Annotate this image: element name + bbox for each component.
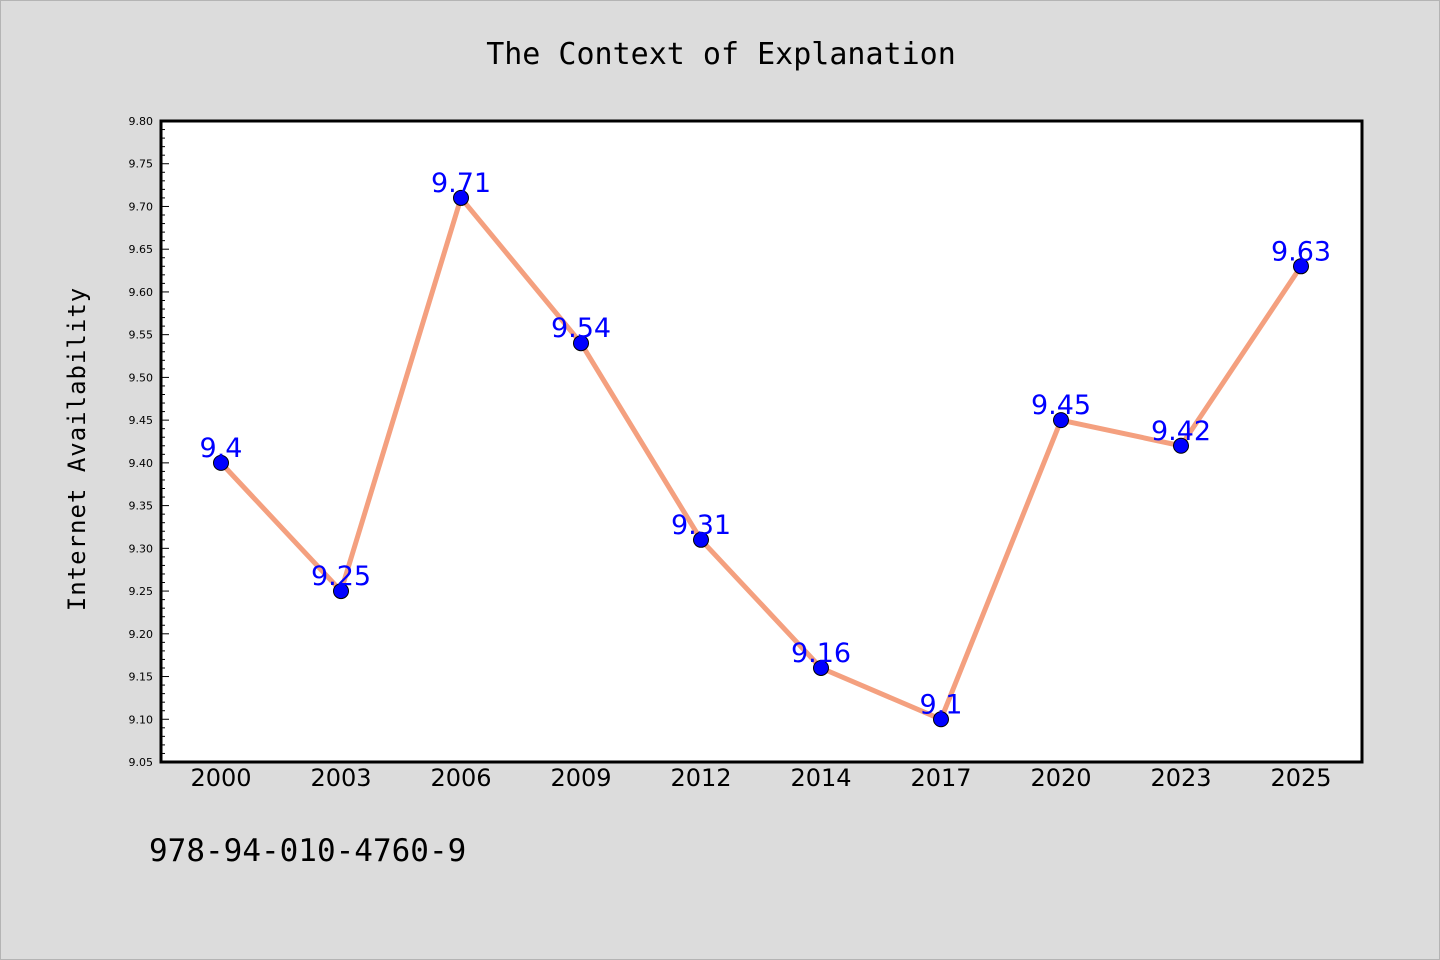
data-label: 9.42 <box>1151 416 1211 447</box>
data-point-marker <box>573 335 589 352</box>
y-axis-title: Internet Availability <box>63 287 91 611</box>
x-tick-label: 2012 <box>670 764 731 792</box>
y-tick-label: 9.35 <box>129 500 154 513</box>
x-tick-label: 2025 <box>1270 764 1331 792</box>
y-tick-label: 9.80 <box>129 115 154 128</box>
y-tick-label: 9.60 <box>129 286 154 299</box>
data-label: 9.31 <box>671 510 731 541</box>
data-point-marker <box>333 583 349 600</box>
isbn-footer-text: 978-94-010-4760-9 <box>149 833 467 869</box>
data-point-marker <box>453 189 469 206</box>
y-axis: 9.05 9.10 9.15 9.20 9.25 9.30 9.35 9.40 9.45 9.50… <box>129 115 169 769</box>
x-tick-label: 2020 <box>1030 764 1091 792</box>
data-label: 9.71 <box>431 168 491 199</box>
y-tick-label: 9.55 <box>129 329 154 342</box>
data-point-marker <box>813 659 829 676</box>
data-point-marker <box>693 531 709 548</box>
data-point-marker <box>1293 258 1309 275</box>
chart-title: The Context of Explanation <box>486 37 956 72</box>
data-label: 9.63 <box>1271 236 1331 267</box>
y-tick-label: 9.20 <box>129 628 154 641</box>
y-tick-label: 9.45 <box>129 414 154 427</box>
data-point-marker <box>213 454 229 471</box>
data-point-marker <box>1053 412 1069 429</box>
data-label: 9.25 <box>311 561 371 592</box>
y-tick-label: 9.10 <box>129 713 154 726</box>
data-label: 9.45 <box>1031 390 1091 421</box>
data-label: 9.1 <box>920 689 963 720</box>
data-label: 9.4 <box>200 433 243 464</box>
series-line <box>218 195 1304 722</box>
series-group: 9.4 9.25 9.71 9.54 9.31 9.16 9.1 9.45 9.42 9.63 <box>200 168 1331 728</box>
y-tick-label: 9.05 <box>129 756 154 769</box>
y-tick-label: 9.65 <box>129 243 154 256</box>
x-tick-label: 2003 <box>310 764 371 792</box>
x-tick-label: 2009 <box>550 764 611 792</box>
data-label: 9.54 <box>551 313 611 344</box>
y-tick-label: 9.70 <box>129 200 154 213</box>
y-tick-label: 9.50 <box>129 371 154 384</box>
y-tick-label: 9.75 <box>129 158 154 171</box>
x-tick-label: 2023 <box>1150 764 1211 792</box>
x-tick-label: 2014 <box>790 764 851 792</box>
x-axis: 2000 2003 2006 2009 2012 2014 2017 2020 2023 2025 <box>190 764 1331 792</box>
y-tick-label: 9.40 <box>129 457 154 470</box>
data-point-marker <box>1173 437 1189 454</box>
data-label: 9.16 <box>791 638 851 669</box>
data-point-marker <box>933 711 949 728</box>
x-tick-label: 2017 <box>910 764 971 792</box>
x-tick-label: 2000 <box>190 764 251 792</box>
x-tick-label: 2006 <box>430 764 491 792</box>
y-tick-label: 9.15 <box>129 671 154 684</box>
y-tick-label: 9.25 <box>129 585 154 598</box>
y-tick-label: 9.30 <box>129 542 154 555</box>
